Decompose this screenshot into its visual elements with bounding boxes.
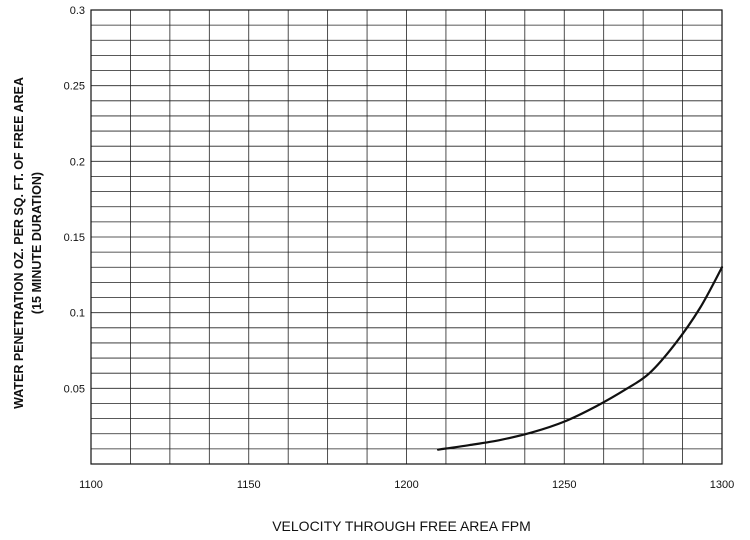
y-tick-labels: 0.05 0.1 0.15 0.2 0.25 0.3 xyxy=(64,5,85,395)
y-axis-title-line-2: (15 MINUTE DURATION) xyxy=(30,172,44,314)
y-tick-label: 0.15 xyxy=(64,232,85,244)
y-tick-label: 0.05 xyxy=(64,383,85,395)
y-tick-label: 0.25 xyxy=(64,81,85,93)
grid xyxy=(91,10,722,464)
x-tick-label: 1200 xyxy=(394,479,418,491)
y-tick-label: 0.1 xyxy=(70,308,85,320)
x-tick-label: 1100 xyxy=(79,479,103,491)
y-tick-label: 0.2 xyxy=(70,156,85,168)
plot-frame xyxy=(90,9,723,465)
x-tick-label: 1300 xyxy=(710,479,734,491)
x-tick-label: 1250 xyxy=(552,479,576,491)
series-line xyxy=(436,266,724,451)
x-tick-labels: 1100 1150 1200 1250 1300 xyxy=(79,479,734,491)
x-tick-label: 1150 xyxy=(237,479,261,491)
y-tick-label: 0.3 xyxy=(70,5,85,17)
y-axis-title-line-1: WATER PENETRATION OZ. PER SQ. FT. OF FRE… xyxy=(12,77,26,409)
x-axis-title: VELOCITY THROUGH FREE AREA FPM xyxy=(272,518,531,534)
